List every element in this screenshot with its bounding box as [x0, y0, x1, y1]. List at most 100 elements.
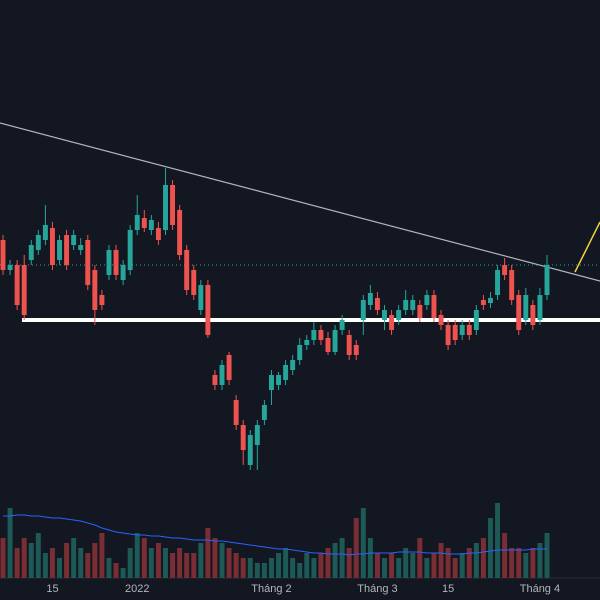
candle-body: [516, 295, 522, 330]
candle-body: [64, 235, 70, 265]
candle-body: [276, 375, 282, 385]
volume-bar: [431, 553, 437, 578]
candle-body: [410, 300, 416, 310]
volume-bar: [325, 548, 331, 578]
x-tick-label: 15: [442, 583, 454, 595]
candle-body: [346, 335, 352, 355]
volume-bar: [283, 548, 289, 578]
candle-body: [339, 320, 345, 330]
candle-body: [42, 225, 48, 240]
volume-bar: [417, 538, 423, 578]
volume-bar: [99, 533, 105, 578]
candle-body: [254, 425, 260, 445]
candle-body: [297, 345, 303, 360]
volume-bar: [127, 548, 133, 578]
volume-bar: [403, 548, 409, 578]
volume-bar: [28, 543, 34, 578]
candle-body: [537, 295, 543, 320]
x-tick-label: Tháng 2: [251, 583, 291, 595]
candle-body: [99, 295, 105, 305]
candle-body: [163, 185, 168, 230]
candle-body: [290, 360, 296, 370]
volume-bar: [148, 548, 154, 578]
candle-body: [240, 425, 246, 450]
candle-body: [374, 298, 380, 310]
candle-body: [148, 220, 154, 230]
candle-body: [120, 265, 126, 280]
candle-body: [7, 265, 13, 270]
candle-body: [509, 270, 515, 300]
volume-bar: [106, 558, 112, 578]
candle-body: [57, 240, 62, 260]
volume-pane: [0, 503, 550, 578]
volume-bar: [304, 553, 310, 578]
candle-body: [431, 295, 437, 318]
candle-body: [360, 300, 366, 320]
volume-bar: [382, 558, 387, 578]
volume-bar: [332, 543, 338, 578]
volume-bar: [134, 533, 140, 578]
volume-bar: [523, 553, 529, 578]
volume-bar: [198, 543, 204, 578]
volume-bar: [92, 543, 98, 578]
volume-bar: [170, 553, 176, 578]
volume-bar: [226, 548, 232, 578]
candle-body: [35, 235, 41, 250]
candle-body: [49, 228, 55, 265]
candle-body: [0, 240, 6, 270]
candle-body: [85, 240, 91, 285]
candle-body: [438, 315, 444, 325]
volume-bar: [537, 543, 543, 578]
volume-bar: [410, 553, 416, 578]
volume-bar: [374, 553, 380, 578]
x-tick-label: 15: [46, 583, 58, 595]
candle-body: [268, 375, 274, 390]
volume-bar: [233, 553, 239, 578]
volume-bar: [85, 553, 91, 578]
volume-bar: [318, 553, 324, 578]
candle-body: [134, 215, 140, 230]
candle-body: [191, 270, 197, 295]
candle-body: [325, 338, 331, 352]
candle-body: [473, 310, 479, 330]
volume-bar: [35, 533, 41, 578]
volume-bar: [155, 543, 161, 578]
volume-bar: [21, 538, 27, 578]
volume-bar: [509, 548, 515, 578]
candle-body: [155, 228, 161, 240]
projection-line: [574, 221, 600, 273]
candle-body: [21, 265, 27, 315]
candle-body: [78, 245, 84, 250]
volume-bar: [57, 558, 62, 578]
volume-bar: [0, 538, 6, 578]
candle-body: [318, 330, 324, 340]
volume-bar: [71, 538, 77, 578]
volume-ma-line: [3, 514, 547, 556]
volume-bar: [466, 548, 472, 578]
volume-bar: [254, 563, 260, 578]
candle-body: [205, 285, 211, 335]
trend-line: [0, 122, 600, 282]
candle-body: [261, 405, 267, 420]
volume-bar: [473, 543, 479, 578]
volume-bar: [205, 528, 211, 578]
volume-bar: [276, 553, 282, 578]
volume-bar: [78, 548, 84, 578]
volume-bar: [396, 558, 402, 578]
volume-bar: [212, 538, 218, 578]
candle-body: [488, 298, 493, 303]
volume-bar: [290, 558, 296, 578]
candle-body: [495, 270, 501, 295]
volume-bar: [346, 548, 352, 578]
candle-body: [480, 300, 486, 305]
volume-bar: [163, 548, 168, 578]
candle-body: [459, 325, 465, 335]
candle-body: [332, 330, 338, 352]
candle-body: [177, 210, 183, 255]
candle-body: [304, 340, 310, 345]
candle-body: [219, 365, 225, 385]
candle-body: [403, 300, 409, 310]
volume-bar: [64, 543, 70, 578]
